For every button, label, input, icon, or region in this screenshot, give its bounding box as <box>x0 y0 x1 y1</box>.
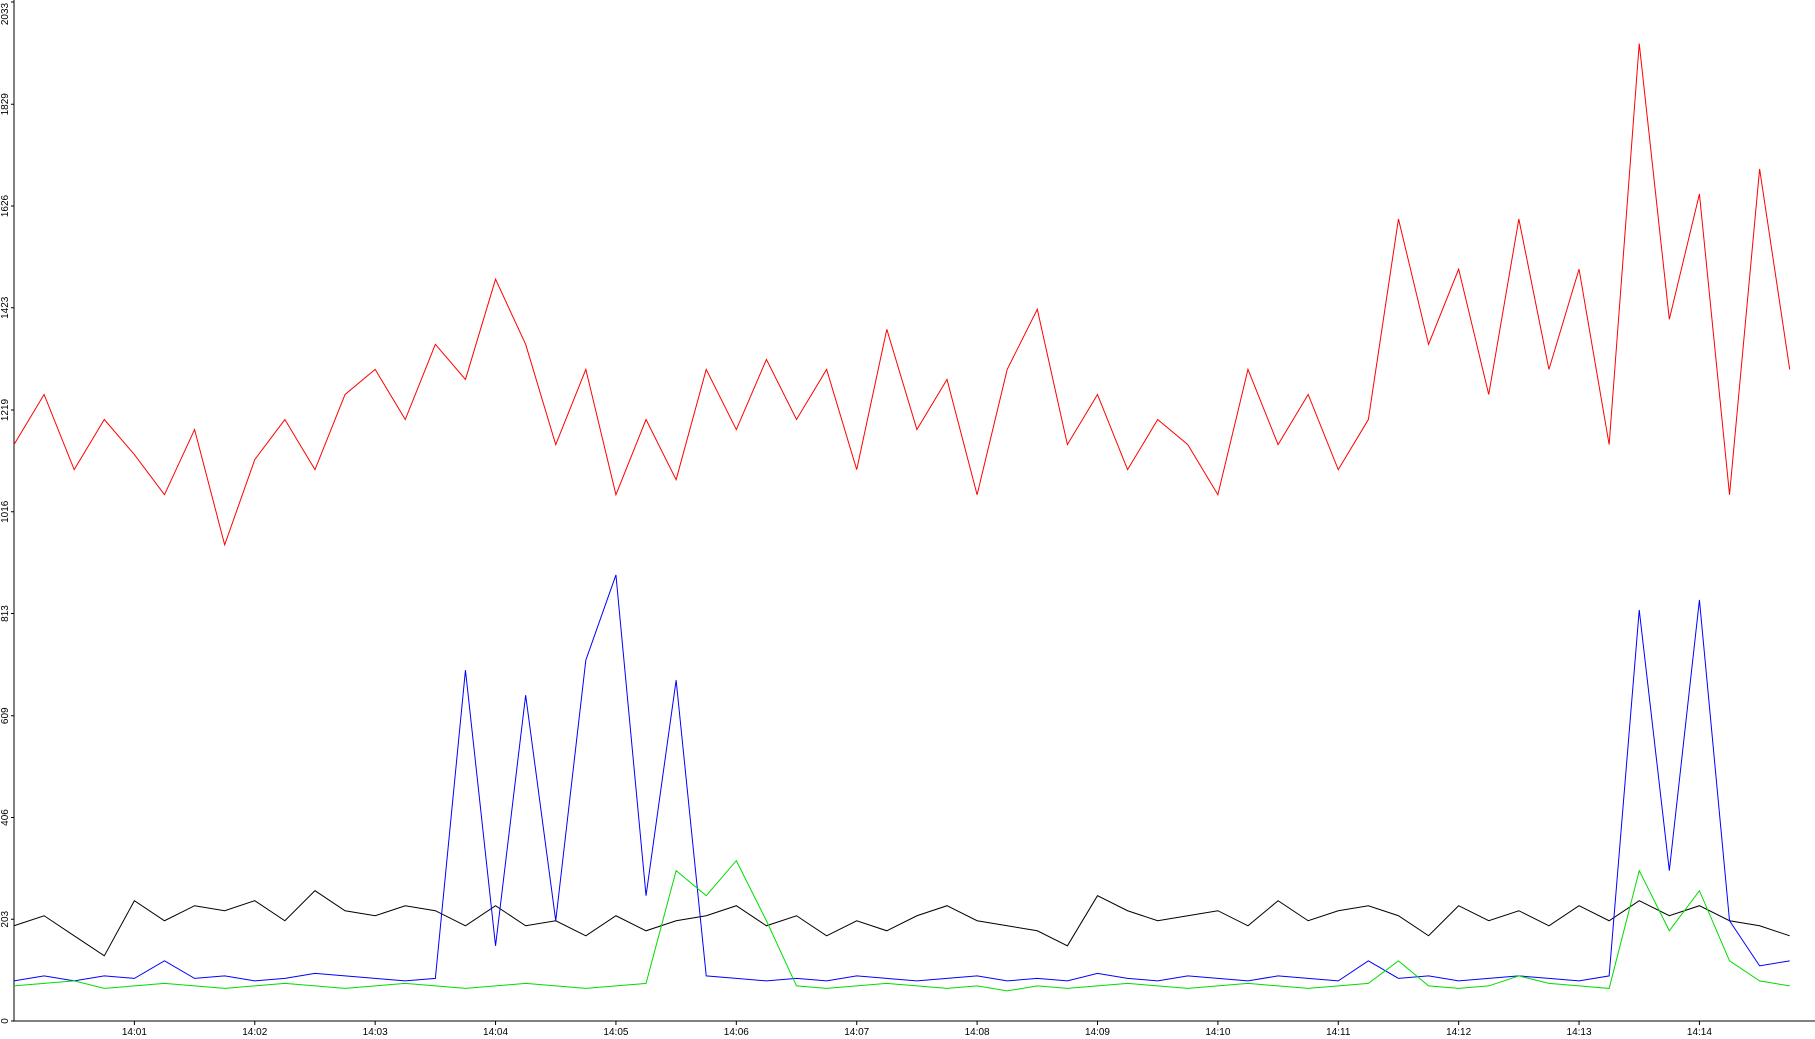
x-tick-label: 14:05 <box>603 1027 628 1038</box>
series-line <box>13 890 1790 957</box>
y-tick-label: 1829 <box>0 93 11 116</box>
y-tick-label: 406 <box>0 809 11 826</box>
x-tick-label: 14:04 <box>483 1027 508 1038</box>
x-tick-label: 14:02 <box>242 1027 267 1038</box>
y-tick-label: 1423 <box>0 296 11 319</box>
y-tick-label: 2033 <box>0 2 11 25</box>
y-tick-label: 1626 <box>0 194 11 217</box>
x-tick-label: 14:11 <box>1326 1027 1351 1038</box>
x-tick-label: 14:06 <box>724 1027 749 1038</box>
y-tick-label: 1219 <box>0 398 11 421</box>
x-tick-label: 14:03 <box>363 1027 388 1038</box>
x-tick-label: 14:10 <box>1205 1027 1230 1038</box>
y-tick-label: 813 <box>0 605 11 622</box>
x-tick-label: 14:01 <box>122 1027 147 1038</box>
x-tick-label: 14:13 <box>1567 1027 1592 1038</box>
x-tick-label: 14:07 <box>844 1027 869 1038</box>
y-tick-label: 1016 <box>0 500 11 523</box>
x-tick-label: 14:09 <box>1085 1027 1110 1038</box>
series-line <box>13 574 1790 982</box>
y-tick-label: 203 <box>0 910 11 927</box>
x-tick-label: 14:12 <box>1446 1027 1471 1038</box>
series-line <box>13 859 1790 992</box>
y-tick-label: 609 <box>0 707 11 724</box>
series-line <box>13 43 1791 547</box>
y-tick-label: 0 <box>0 1018 11 1024</box>
x-tick-label: 14:14 <box>1687 1027 1712 1038</box>
x-tick-label: 14:08 <box>965 1027 990 1038</box>
